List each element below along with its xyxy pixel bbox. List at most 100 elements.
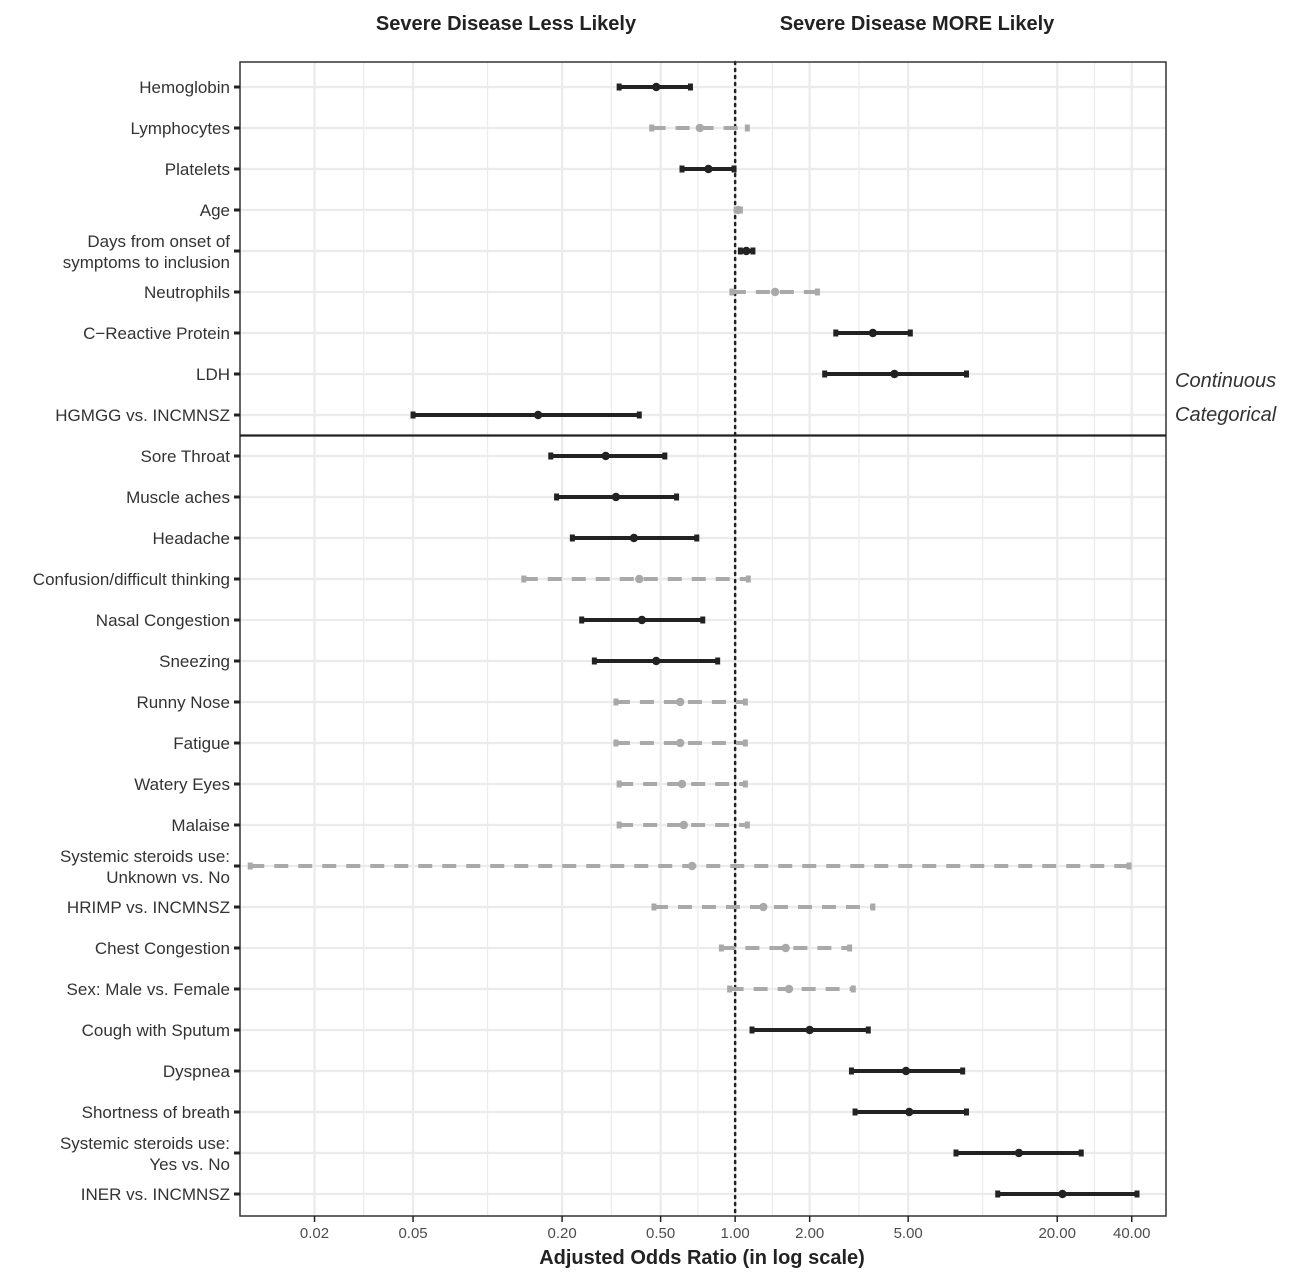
- row-label: Platelets: [165, 160, 230, 179]
- ci-lower-cap: [852, 1108, 858, 1116]
- header-left: Severe Disease Less Likely: [376, 13, 637, 35]
- interval-mark: [727, 984, 856, 994]
- interval-mark: [729, 287, 820, 297]
- point-estimate: [770, 287, 780, 297]
- point-estimate: [695, 123, 705, 133]
- ci-upper-cap: [963, 370, 969, 378]
- row-label: Yes vs. No: [149, 1155, 230, 1174]
- row-label: Confusion/difficult thinking: [33, 570, 230, 589]
- x-tick-label: 2.00: [795, 1225, 824, 1242]
- ci-upper-cap: [907, 329, 913, 337]
- interval-mark: [679, 164, 737, 174]
- ci-upper-cap: [865, 1026, 871, 1034]
- ci-upper-cap: [750, 247, 756, 255]
- row-label: Fatigue: [173, 734, 230, 753]
- ci-lower-cap: [737, 247, 743, 255]
- interval-mark: [953, 1148, 1084, 1158]
- point-estimate: [890, 369, 899, 379]
- interval-mark: [649, 123, 750, 133]
- row-label: Neutrophils: [144, 283, 230, 302]
- point-estimate: [784, 984, 794, 994]
- interval-mark: [651, 902, 876, 912]
- interval-mark: [718, 943, 853, 953]
- point-estimate: [629, 533, 639, 543]
- x-tick-label: 0.02: [300, 1225, 329, 1242]
- ci-upper-cap: [850, 985, 856, 993]
- row-label: Malaise: [171, 816, 230, 835]
- ci-lower-cap: [616, 821, 622, 829]
- x-tick-label: 1.00: [721, 1225, 750, 1242]
- point-estimate: [533, 410, 543, 420]
- section-label-continuous: Continuous: [1175, 370, 1276, 392]
- row-label: Dyspnea: [163, 1062, 231, 1081]
- x-tick-label: 5.00: [894, 1225, 923, 1242]
- row-label: Muscle aches: [126, 488, 230, 507]
- ci-upper-cap: [715, 657, 721, 665]
- interval-mark: [737, 246, 756, 256]
- ci-lower-cap: [579, 616, 585, 624]
- x-tick-label: 0.05: [398, 1225, 427, 1242]
- point-estimate: [1058, 1189, 1067, 1199]
- point-estimate: [679, 820, 688, 830]
- row-label: Runny Nose: [136, 693, 230, 712]
- ci-lower-cap: [410, 411, 416, 419]
- ci-lower-cap: [591, 657, 597, 665]
- interval-mark: [995, 1189, 1140, 1199]
- x-tick-label: 40.00: [1113, 1225, 1151, 1242]
- row-label: LDH: [196, 365, 230, 384]
- interval-mark: [613, 697, 748, 707]
- ci-lower-cap: [554, 493, 560, 501]
- ci-lower-cap: [833, 329, 839, 337]
- ci-upper-cap: [694, 534, 700, 542]
- ci-lower-cap: [727, 985, 733, 993]
- point-estimate: [637, 615, 647, 625]
- ci-upper-cap: [1126, 862, 1132, 870]
- x-tick-label: 0.20: [547, 1225, 576, 1242]
- row-label: HGMGG vs. INCMNSZ: [55, 406, 230, 425]
- point-estimate: [759, 902, 768, 912]
- point-estimate: [734, 205, 743, 215]
- panel-frame: [239, 61, 1167, 1217]
- interval-mark: [833, 328, 913, 338]
- ci-upper-cap: [745, 575, 751, 583]
- label-layer: Hemoglobin Lymphocytes Platelets Age Days fr…: [33, 13, 1277, 1269]
- row-label: Sore Throat: [141, 447, 231, 466]
- ci-lower-cap: [729, 288, 735, 296]
- ci-lower-cap: [649, 124, 655, 132]
- ci-lower-cap: [521, 575, 527, 583]
- ci-lower-cap: [679, 165, 685, 173]
- point-estimate: [677, 779, 687, 789]
- ci-upper-cap: [847, 944, 853, 952]
- ci-upper-cap: [700, 616, 706, 624]
- point-estimate: [611, 492, 621, 502]
- x-axis-title: Adjusted Odds Ratio (in log scale): [539, 1247, 865, 1269]
- ci-lower-cap: [651, 903, 657, 911]
- row-label: INER vs. INCMNSZ: [81, 1185, 230, 1204]
- interval-mark: [848, 1066, 966, 1076]
- interval-mark: [616, 779, 748, 789]
- ci-upper-cap: [744, 821, 750, 829]
- interval-mark: [548, 451, 668, 461]
- interval-mark: [822, 369, 969, 379]
- axis-layer: [234, 61, 1167, 1222]
- ci-lower-cap: [953, 1149, 959, 1157]
- ci-lower-cap: [569, 534, 575, 542]
- ci-lower-cap: [616, 83, 622, 91]
- point-estimate: [652, 656, 661, 666]
- ci-lower-cap: [247, 862, 253, 870]
- point-estimate: [652, 82, 661, 92]
- ci-lower-cap: [548, 452, 554, 460]
- ci-lower-cap: [718, 944, 724, 952]
- point-estimate: [1014, 1148, 1024, 1158]
- x-tick-label: 0.50: [646, 1225, 675, 1242]
- ci-upper-cap: [960, 1067, 966, 1075]
- row-label: Hemoglobin: [139, 78, 230, 97]
- point-estimate: [905, 1107, 914, 1117]
- point-estimate: [781, 943, 790, 953]
- row-label: Nasal Congestion: [96, 611, 230, 630]
- ci-upper-cap: [687, 83, 693, 91]
- marks-layer: [247, 82, 1140, 1199]
- interval-mark: [569, 533, 700, 543]
- ci-upper-cap: [742, 698, 748, 706]
